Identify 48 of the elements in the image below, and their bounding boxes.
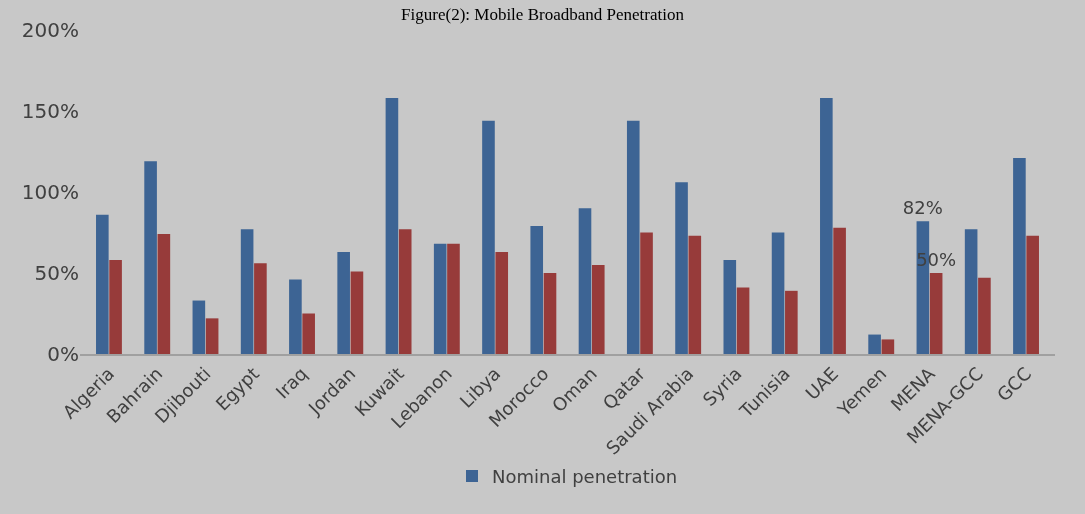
bar [1026, 235, 1039, 354]
y-tick-label: 100% [21, 180, 79, 204]
bar [398, 229, 412, 354]
bar [964, 229, 978, 354]
bar [1013, 157, 1026, 354]
bar [591, 264, 605, 354]
bar [833, 227, 846, 354]
bar [482, 120, 495, 354]
bar [626, 120, 640, 354]
bar [254, 263, 267, 354]
bar [640, 232, 653, 354]
y-tick-label: 0% [47, 342, 79, 366]
bar [530, 226, 544, 354]
bar [96, 214, 109, 354]
bar [447, 243, 460, 354]
bar [929, 273, 943, 354]
bar [495, 251, 509, 354]
bar [289, 279, 302, 354]
bar [578, 208, 592, 354]
y-tick-label: 150% [21, 99, 79, 123]
bar [785, 290, 798, 354]
bar [157, 234, 171, 354]
bar [723, 260, 737, 354]
bar [192, 300, 206, 354]
bar [337, 251, 350, 354]
bar [881, 339, 895, 354]
bar [205, 318, 219, 354]
bar [543, 273, 557, 354]
bar [675, 182, 688, 354]
bar [771, 232, 785, 354]
chart-title: Figure(2): Mobile Broadband Penetration [401, 4, 685, 24]
bar [688, 235, 702, 354]
bar [350, 271, 364, 354]
y-tick-label: 200% [21, 18, 79, 42]
bar [978, 277, 991, 354]
bar [433, 243, 447, 354]
bar [144, 161, 157, 354]
y-tick-label: 50% [34, 261, 79, 285]
bar [109, 260, 122, 354]
legend-label: Nominal penetration [492, 465, 678, 487]
bar [868, 334, 881, 354]
x-tick-label: Iraq [271, 362, 312, 403]
data-label: 82% [902, 197, 943, 219]
bar [820, 98, 833, 354]
bar [385, 98, 399, 354]
bar [302, 313, 315, 354]
bar [736, 287, 750, 354]
bar [240, 229, 254, 354]
